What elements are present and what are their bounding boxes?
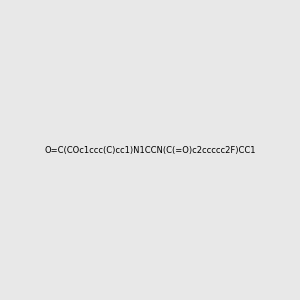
Text: O=C(COc1ccc(C)cc1)N1CCN(C(=O)c2ccccc2F)CC1: O=C(COc1ccc(C)cc1)N1CCN(C(=O)c2ccccc2F)C… xyxy=(44,146,256,154)
